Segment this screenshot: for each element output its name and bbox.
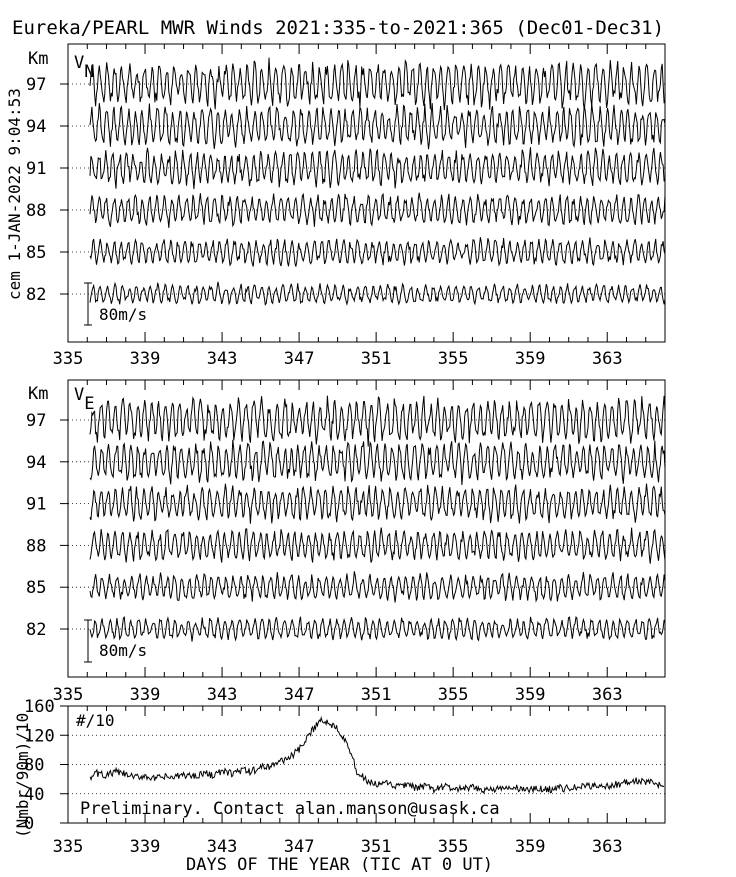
vn-x-tick-label: 359 bbox=[515, 349, 546, 369]
counts-ylabel: (Nmbr/90m)/10 bbox=[13, 713, 32, 838]
counts-x-tick-label: 359 bbox=[515, 837, 546, 857]
vn-x-tick-label: 347 bbox=[284, 349, 315, 369]
ve-trace-85km bbox=[89, 571, 666, 603]
vn-x-tick-label: 343 bbox=[207, 349, 238, 369]
vn-x-tick-label: 363 bbox=[592, 349, 623, 369]
counts-series-line bbox=[89, 715, 665, 795]
ve-x-tick-label: 335 bbox=[53, 685, 84, 705]
vn-trace-85km bbox=[89, 237, 666, 267]
ve-panel: Km VE 82 85 88 91 94 97 80m/s 335 339 343 347 351… bbox=[26, 379, 666, 705]
contact-note: Preliminary. Contact alan.manson@usask.c… bbox=[80, 799, 500, 819]
ve-trace-91km bbox=[89, 483, 666, 524]
ve-height-labels: 82 85 88 91 94 97 bbox=[26, 411, 68, 640]
vn-height-labels: 82 85 88 91 94 97 bbox=[26, 75, 68, 305]
vn-plot-frame bbox=[67, 43, 666, 343]
ve-height-label: 94 bbox=[26, 453, 46, 473]
counts-y-tick-label: 160 bbox=[24, 697, 55, 717]
counts-panel: (Nmbr/90m)/10 #/10 0 40 80 120 160 Prelimina… bbox=[13, 697, 666, 857]
vn-traces bbox=[89, 57, 666, 306]
counts-y-tick-label: 80 bbox=[24, 756, 44, 776]
vn-scale-label: 80m/s bbox=[99, 305, 147, 324]
ve-trace-97km bbox=[89, 395, 666, 447]
vn-x-ticks: 335 339 343 347 351 355 359 363 bbox=[53, 44, 666, 369]
ve-scale-label: 80m/s bbox=[99, 641, 147, 660]
ve-x-tick-label: 355 bbox=[438, 685, 469, 705]
counts-x-tick-label: 335 bbox=[53, 837, 84, 857]
ve-x-tick-label: 347 bbox=[284, 685, 315, 705]
vn-height-label: 91 bbox=[26, 159, 46, 179]
vn-x-tick-label: 335 bbox=[53, 349, 84, 369]
counts-x-tick-label: 347 bbox=[284, 837, 315, 857]
ve-height-label: 82 bbox=[26, 620, 46, 640]
vn-x-tick-label: 351 bbox=[361, 349, 392, 369]
ve-height-label: 97 bbox=[26, 411, 46, 431]
vn-trace-88km bbox=[89, 192, 666, 228]
vn-trace-82km bbox=[89, 281, 666, 306]
ve-x-tick-label: 351 bbox=[361, 685, 392, 705]
vn-trace-97km bbox=[89, 57, 666, 111]
vn-height-label: 97 bbox=[26, 75, 46, 95]
ve-trace-82km bbox=[89, 615, 666, 642]
vn-label-sub: N bbox=[84, 62, 94, 82]
vn-x-tick-label: 355 bbox=[438, 349, 469, 369]
ve-x-tick-label: 343 bbox=[207, 685, 238, 705]
vn-unit-label: Km bbox=[28, 49, 48, 69]
counts-x-tick-label: 363 bbox=[592, 837, 623, 857]
vn-panel: Km VN 82 85 88 91 94 97 80m/s 335 339 343 347 351… bbox=[26, 43, 666, 369]
ve-x-ticks: 335 339 343 347 351 355 359 363 bbox=[53, 380, 666, 705]
ve-trace-88km bbox=[89, 527, 666, 564]
counts-y-tick-label: 120 bbox=[24, 726, 55, 746]
counts-y-ticks: 0 40 80 120 160 bbox=[24, 697, 68, 834]
x-axis-label: DAYS OF THE YEAR (TIC AT 0 UT) bbox=[186, 855, 493, 875]
ve-unit-label: Km bbox=[28, 384, 48, 404]
side-stamp: cem 1-JAN-2022 9:04:53 bbox=[5, 88, 24, 300]
vn-height-label: 82 bbox=[26, 285, 46, 305]
vn-height-label: 94 bbox=[26, 117, 46, 137]
counts-x-tick-label: 343 bbox=[207, 837, 238, 857]
vn-panel-label: VN bbox=[74, 53, 95, 82]
counts-y-tick-label: 0 bbox=[24, 814, 34, 834]
ve-x-tick-label: 363 bbox=[592, 685, 623, 705]
ve-label-sub: E bbox=[84, 394, 94, 414]
chart-title: Eureka/PEARL MWR Winds 2021:335-to-2021:… bbox=[12, 17, 664, 39]
ve-panel-label: VE bbox=[74, 385, 95, 414]
vn-height-label: 85 bbox=[26, 243, 46, 263]
ve-traces bbox=[89, 395, 666, 642]
vn-height-label: 88 bbox=[26, 201, 46, 221]
counts-gridlines bbox=[68, 734, 665, 795]
vn-trace-91km bbox=[89, 147, 666, 190]
ve-height-label: 91 bbox=[26, 495, 46, 515]
counts-x-tick-label: 339 bbox=[130, 837, 161, 857]
vn-trace-94km bbox=[89, 103, 666, 150]
counts-x-ticks: 335 339 343 347 351 355 359 363 bbox=[53, 706, 666, 857]
ve-height-label: 88 bbox=[26, 536, 46, 556]
vn-label-main: V bbox=[74, 53, 84, 73]
ve-x-tick-label: 339 bbox=[130, 685, 161, 705]
ve-x-tick-label: 359 bbox=[515, 685, 546, 705]
counts-x-tick-label: 355 bbox=[438, 837, 469, 857]
ve-trace-94km bbox=[89, 439, 666, 486]
ve-label-main: V bbox=[74, 385, 84, 405]
counts-panel-label: #/10 bbox=[76, 711, 115, 730]
counts-y-tick-label: 40 bbox=[24, 785, 44, 805]
ve-plot-frame bbox=[67, 379, 666, 678]
counts-x-tick-label: 351 bbox=[361, 837, 392, 857]
vn-x-tick-label: 339 bbox=[130, 349, 161, 369]
ve-height-label: 85 bbox=[26, 578, 46, 598]
